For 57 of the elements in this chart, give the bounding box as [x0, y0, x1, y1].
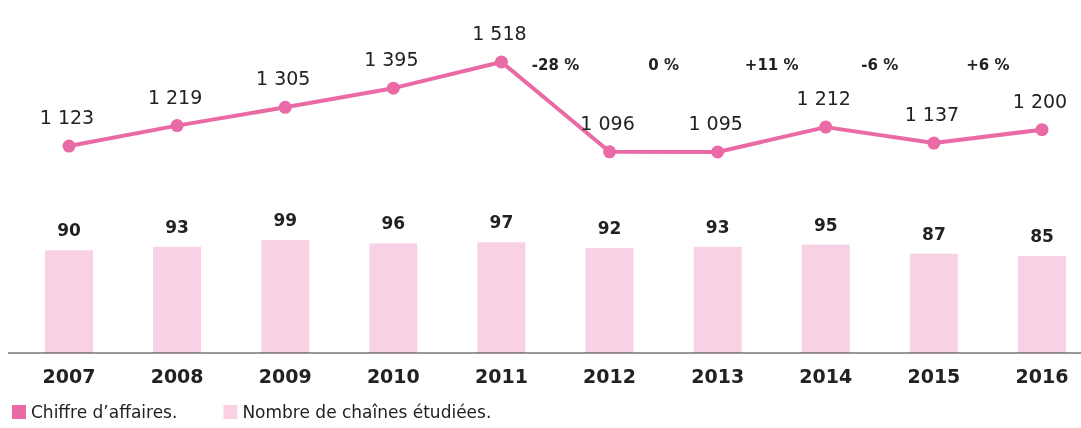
data-label: 99 [273, 210, 298, 230]
x-tick-label: 2009 [258, 365, 312, 387]
data-label: 93 [165, 216, 189, 237]
point [927, 136, 941, 150]
point [62, 139, 76, 153]
bar [1018, 255, 1066, 353]
bar [153, 246, 202, 353]
bar [369, 243, 418, 353]
x-tick-label: 2007 [42, 365, 96, 387]
data-label: 1 200 [1012, 89, 1068, 112]
data-label: 1 095 [688, 112, 743, 134]
x-tick-label: 2013 [691, 365, 745, 387]
x-tick-label: 2012 [583, 365, 636, 387]
data-label: 93 [705, 216, 730, 237]
data-label: 1 395 [364, 48, 419, 71]
annotation: +11 % [744, 56, 799, 74]
data-label: 1 219 [147, 85, 203, 108]
data-label: 1 305 [256, 67, 311, 90]
point [711, 145, 725, 159]
x-tick-label: 2008 [150, 365, 204, 387]
bar [45, 250, 93, 353]
point [278, 100, 292, 114]
data-label: 1 123 [39, 106, 95, 129]
data-label: 92 [597, 217, 622, 238]
x-tick-label: 2011 [475, 365, 528, 387]
point [603, 145, 617, 159]
legend-label: Nombre de chaînes étudiées. [242, 402, 492, 422]
annotation: +6 % [966, 56, 1010, 74]
data-label: 1 212 [796, 87, 851, 110]
data-label: 90 [57, 220, 81, 241]
bar [585, 247, 634, 353]
annotation: 0 % [648, 56, 679, 74]
x-tick-label: 2014 [799, 365, 853, 387]
point [170, 119, 184, 133]
bar [261, 240, 310, 353]
annotation: -6 % [861, 56, 899, 74]
x-tick-label: 2010 [366, 365, 420, 387]
data-label: 1 096 [580, 111, 635, 134]
data-label: 87 [922, 223, 946, 244]
point [1035, 123, 1049, 137]
bar [801, 244, 850, 353]
bar [477, 242, 526, 353]
annotation: -28 % [531, 56, 580, 74]
x-tick-label: 2015 [907, 365, 961, 387]
data-label: 1 518 [472, 22, 527, 44]
data-label: 96 [381, 213, 406, 234]
point [386, 81, 400, 95]
data-label: 97 [489, 212, 514, 233]
x-tick-label: 2016 [1015, 365, 1069, 387]
point [494, 55, 508, 69]
data-label: 1 137 [904, 103, 960, 126]
bar [693, 246, 742, 353]
legend-label: Chiffre d’affaires. [31, 402, 178, 422]
point [819, 120, 833, 134]
data-label: 85 [1030, 225, 1054, 246]
bar [909, 253, 958, 353]
data-label: 95 [813, 214, 838, 235]
